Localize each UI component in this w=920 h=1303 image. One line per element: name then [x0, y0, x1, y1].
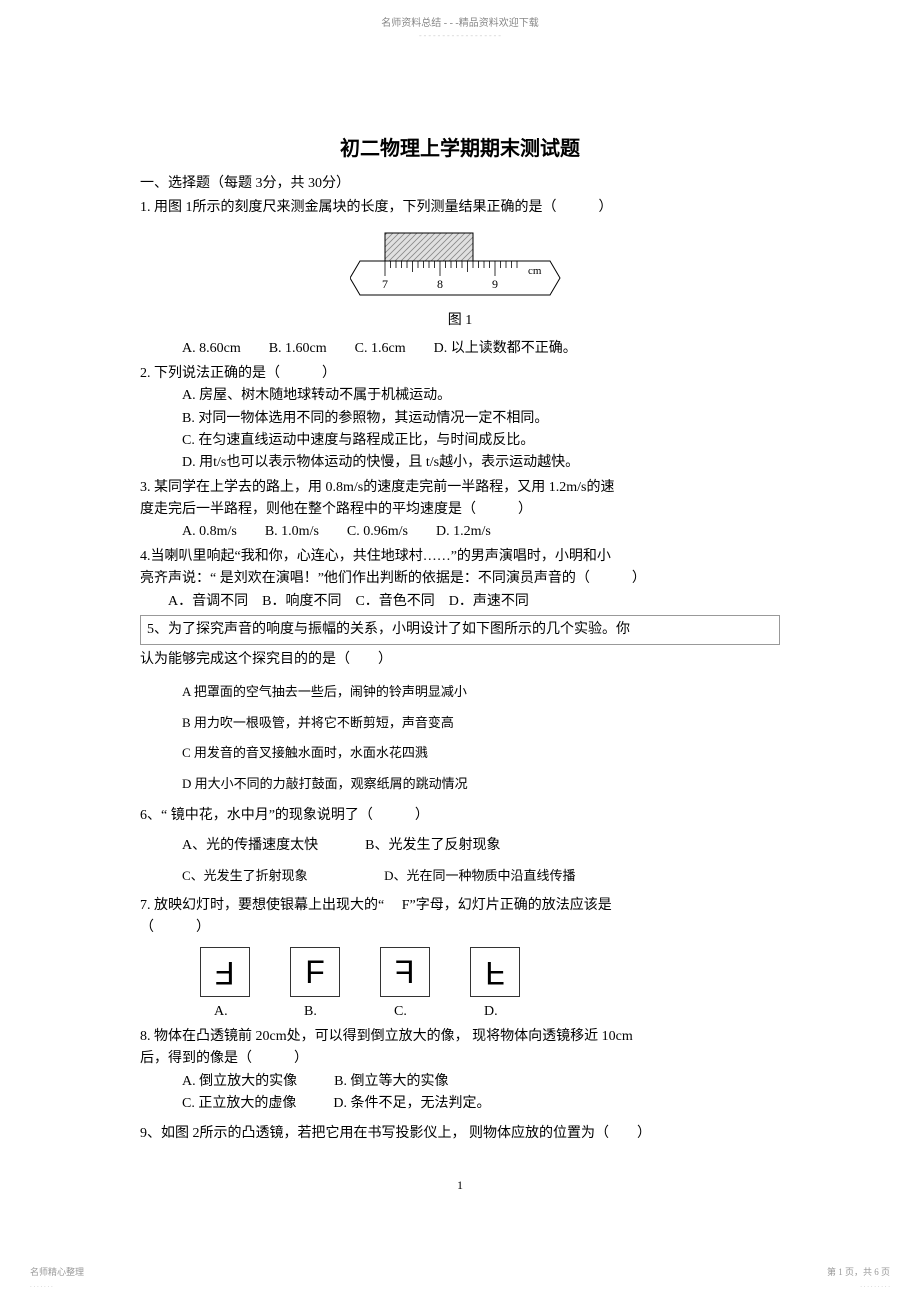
q7-box-b: F: [290, 947, 340, 997]
q9-text: 9、如图 2所示的凸透镜，若把它用在书写投影仪上， 则物体应放的位置为（ ）: [140, 1123, 780, 1145]
ruler-tick-8: 8: [437, 277, 443, 291]
footer-left: 名师精心整理 . . . . . . .: [30, 1265, 84, 1291]
q8-opt-b: B. 倒立等大的实像: [334, 1074, 448, 1089]
q8-opt-c: C. 正立放大的虚像: [182, 1096, 296, 1111]
q5-line1-box: 5、为了探究声音的响度与振幅的关系，小明设计了如下图所示的几个实验。你: [140, 615, 780, 645]
q3-line2: 度走完后一半路程，则他在整个路程中的平均速度是（ ）: [140, 499, 780, 521]
q2-text: 2. 下列说法正确的是（ ）: [140, 363, 780, 385]
q6-opt-d: D、光在同一种物质中沿直线传播: [384, 868, 575, 883]
q3-options: A. 0.8m/s B. 1.0m/s C. 0.96m/s D. 1.2m/s: [140, 521, 780, 543]
question-3: 3. 某同学在上学去的路上，用 0.8m/s的速度走完前一半路程，又用 1.2m…: [140, 477, 780, 544]
question-9: 9、如图 2所示的凸透镜，若把它用在书写投影仪上， 则物体应放的位置为（ ）: [140, 1123, 780, 1145]
page-number: 1: [140, 1176, 780, 1195]
q8-opts-row1: A. 倒立放大的实像 B. 倒立等大的实像: [140, 1071, 780, 1093]
q7-box-d: F: [470, 947, 520, 997]
ruler-unit: cm: [528, 265, 542, 277]
question-6: 6、“ 镜中花，水中月”的现象说明了（ ） A、光的传播速度太快 B、光发生了反…: [140, 805, 780, 887]
header-note: 名师资料总结 - - -精品资料欢迎下载: [0, 0, 920, 30]
q4-options: A．音调不同 B．响度不同 C．音色不同 D．声速不同: [140, 591, 780, 613]
q5-options: A 把罩面的空气抽去一些后，闹钟的铃声明显减小 B 用力吹一根吸管，并将它不断剪…: [140, 682, 780, 795]
q6-opts-row1: A、光的传播速度太快 B、光发生了反射现象: [140, 835, 780, 857]
ruler-tick-7: 7: [382, 277, 388, 291]
q2-opt-c: C. 在匀速直线运动中速度与路程成正比，与时间成反比。: [140, 430, 780, 452]
q1-text: 1. 用图 1所示的刻度尺来测金属块的长度，下列测量结果正确的是（ ）: [140, 197, 780, 219]
q5-line2: 认为能够完成这个探究目的的是（ ）: [140, 649, 780, 671]
section-heading: 一、选择题（每题 3分，共 30分）: [140, 173, 780, 195]
q7-labels: A. B. C. D.: [140, 1001, 780, 1023]
question-5: 5、为了探究声音的响度与振幅的关系，小明设计了如下图所示的几个实验。你 认为能够…: [140, 615, 780, 795]
footer: 名师精心整理 . . . . . . . 第 1 页，共 6 页 . . . .…: [0, 1265, 920, 1291]
q7-box-c: F: [380, 947, 430, 997]
q7-line2: （ ）: [140, 917, 780, 939]
q6-text: 6、“ 镜中花，水中月”的现象说明了（ ）: [140, 805, 780, 827]
ruler-figure: 7 8 9 cm: [140, 228, 780, 306]
figure-1-caption: 图 1: [140, 310, 780, 332]
q7-label-a: A.: [200, 1001, 250, 1023]
q2-opt-d: D. 用t/s也可以表示物体运动的快慢，且 t/s越小，表示运动越快。: [140, 452, 780, 474]
q2-opt-a: A. 房屋、树木随地球转动不属于机械运动。: [140, 385, 780, 407]
q5-opt-a: A 把罩面的空气抽去一些后，闹钟的铃声明显减小: [182, 682, 780, 703]
question-4: 4.当喇叭里响起“我和你，心连心，共住地球村……”的男声演唱时，小明和小 亮齐声…: [140, 546, 780, 613]
exam-title: 初二物理上学期期末测试题: [140, 133, 780, 165]
q4-line2: 亮齐声说：“ 是刘欢在演唱！”他们作出判断的依据是：不同演员声音的（ ）: [140, 568, 780, 590]
q5-opt-d: D 用大小不同的力敲打鼓面，观察纸屑的跳动情况: [182, 774, 780, 795]
q8-line1: 8. 物体在凸透镜前 20cm处，可以得到倒立放大的像， 现将物体向透镜移近 1…: [140, 1026, 780, 1048]
q7-box-a: F: [200, 947, 250, 997]
q6-opt-a: A、光的传播速度太快: [182, 838, 318, 853]
q7-line1: 7. 放映幻灯时，要想使银幕上出现大的“ F”字母，幻灯片正确的放法应该是: [140, 895, 780, 917]
q8-opts-row2: C. 正立放大的虚像 D. 条件不足，无法判定。: [140, 1093, 780, 1115]
q5-opt-b: B 用力吹一根吸管，并将它不断剪短，声音变高: [182, 713, 780, 734]
q7-label-c: C.: [380, 1001, 430, 1023]
question-8: 8. 物体在凸透镜前 20cm处，可以得到倒立放大的像， 现将物体向透镜移近 1…: [140, 1026, 780, 1116]
question-7: 7. 放映幻灯时，要想使银幕上出现大的“ F”字母，幻灯片正确的放法应该是 （ …: [140, 895, 780, 1024]
q6-opt-b: B、光发生了反射现象: [365, 838, 500, 853]
ruler-tick-9: 9: [492, 277, 498, 291]
q8-line2: 后，得到的像是（ ）: [140, 1048, 780, 1070]
header-dots: - - - - - - - - - - - - - - - - - -: [0, 30, 920, 43]
q8-opt-d: D. 条件不足，无法判定。: [333, 1096, 490, 1111]
q6-opts-row2: C、光发生了折射现象 D、光在同一种物质中沿直线传播: [140, 866, 780, 887]
q7-label-b: B.: [290, 1001, 340, 1023]
footer-right: 第 1 页，共 6 页 . . . . . . . . .: [827, 1265, 890, 1291]
q5-opt-c: C 用发音的音叉接触水面时，水面水花四溅: [182, 743, 780, 764]
question-2: 2. 下列说法正确的是（ ） A. 房屋、树木随地球转动不属于机械运动。 B. …: [140, 363, 780, 475]
q4-line1: 4.当喇叭里响起“我和你，心连心，共住地球村……”的男声演唱时，小明和小: [140, 546, 780, 568]
q2-opt-b: B. 对同一物体选用不同的参照物，其运动情况一定不相同。: [140, 408, 780, 430]
question-1: 1. 用图 1所示的刻度尺来测金属块的长度，下列测量结果正确的是（ ）: [140, 197, 780, 361]
q5-line1: 5、为了探究声音的响度与振幅的关系，小明设计了如下图所示的几个实验。你: [147, 622, 630, 637]
q1-options: A. 8.60cm B. 1.60cm C. 1.6cm D. 以上读数都不正确…: [140, 338, 780, 360]
q3-line1: 3. 某同学在上学去的路上，用 0.8m/s的速度走完前一半路程，又用 1.2m…: [140, 477, 780, 499]
q6-opt-c: C、光发生了折射现象: [182, 868, 308, 883]
q8-opt-a: A. 倒立放大的实像: [182, 1074, 297, 1089]
content: 初二物理上学期期末测试题 一、选择题（每题 3分，共 30分） 1. 用图 1所…: [0, 43, 920, 1195]
q7-label-d: D.: [470, 1001, 520, 1023]
q7-boxes: F F F F: [140, 947, 780, 997]
